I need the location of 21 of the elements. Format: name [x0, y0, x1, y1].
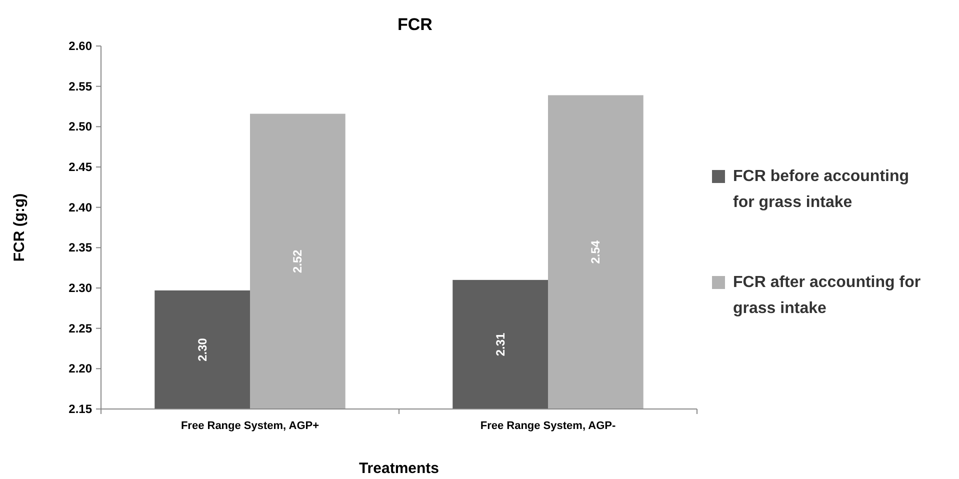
y-axis-title: FCR (g:g): [11, 193, 28, 262]
y-tick-label: 2.45: [68, 160, 92, 174]
y-tick-label: 2.20: [68, 362, 92, 376]
data-label: 2.54: [588, 240, 603, 264]
legend-label: FCR after accounting for grass intake: [733, 274, 921, 317]
data-label: 2.31: [493, 332, 508, 356]
y-tick-label: 2.60: [68, 39, 92, 53]
y-tick-label: 2.25: [68, 321, 92, 336]
y-tick-label: 2.35: [68, 240, 92, 255]
chart-title: FCR: [398, 15, 432, 34]
data-label: 2.30: [195, 338, 210, 362]
y-tick-label: 2.15: [68, 402, 92, 416]
y-tick-label: 2.50: [68, 120, 92, 134]
data-label: 2.52: [290, 249, 305, 274]
x-axis-title: Treatments: [358, 460, 440, 477]
y-tick-label: 2.55: [68, 79, 92, 94]
legend-label: FCR before accounting for grass intake: [733, 168, 910, 211]
x-tick-label: Free Range System, AGP+: [180, 420, 320, 432]
x-tick-label: Free Range System, AGP-: [480, 420, 616, 432]
y-tick-label: 2.30: [68, 281, 92, 295]
y-tick-label: 2.40: [68, 200, 92, 214]
